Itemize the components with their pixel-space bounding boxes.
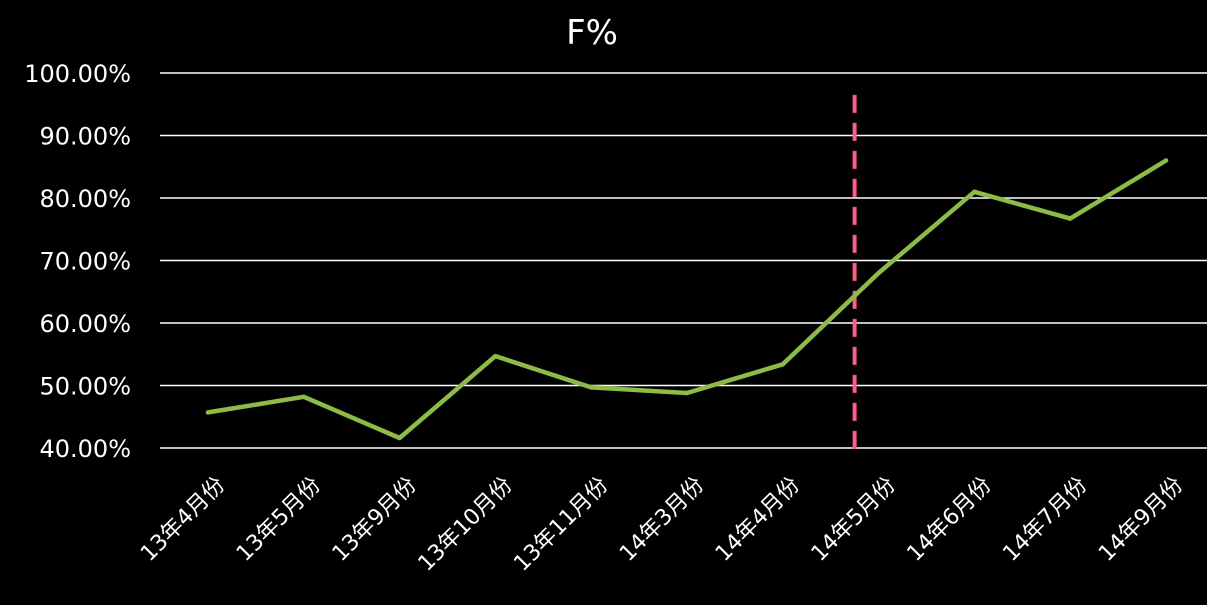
x-tick-label: 14年7月份 <box>998 473 1092 567</box>
y-tick-label: 70.00% <box>39 248 131 276</box>
data-point <box>876 270 881 276</box>
gridlines <box>160 72 1207 449</box>
x-tick-label: 13年11月份 <box>509 473 613 577</box>
x-tick-label: 13年10月份 <box>414 473 518 577</box>
x-tick-label: 14年5月份 <box>807 473 901 567</box>
y-axis: 40.00% 50.00% 60.00% 70.00% 80.00% 90.00% 100.… <box>24 60 131 463</box>
data-point <box>684 390 690 396</box>
data-point <box>972 189 977 194</box>
y-tick-label: 50.00% <box>39 373 131 401</box>
x-tick-label: 14年3月份 <box>615 473 709 567</box>
data-point <box>589 385 594 390</box>
y-tick-label: 60.00% <box>39 310 131 338</box>
data-point <box>205 410 211 415</box>
data-point <box>301 394 306 399</box>
y-tick-label: 80.00% <box>39 185 131 213</box>
series-line <box>205 158 1169 441</box>
x-tick-label: 13年4月份 <box>136 473 230 567</box>
x-tick-label: 13年9月份 <box>328 473 422 567</box>
data-point <box>1163 158 1169 163</box>
chart-title: F% <box>566 13 618 53</box>
y-tick-label: 100.00% <box>24 60 131 88</box>
data-point <box>1068 216 1073 221</box>
x-tick-label: 14年6月份 <box>903 473 997 567</box>
data-point <box>780 362 785 367</box>
x-tick-label: 13年5月份 <box>232 473 326 567</box>
x-tick-label: 14年4月份 <box>711 473 805 567</box>
series-layer <box>205 158 1169 441</box>
y-tick-label: 90.00% <box>39 123 131 151</box>
data-point <box>493 353 498 359</box>
data-point <box>397 435 402 441</box>
x-tick-label: 14年9月份 <box>1094 473 1188 567</box>
y-tick-label: 40.00% <box>39 435 131 463</box>
